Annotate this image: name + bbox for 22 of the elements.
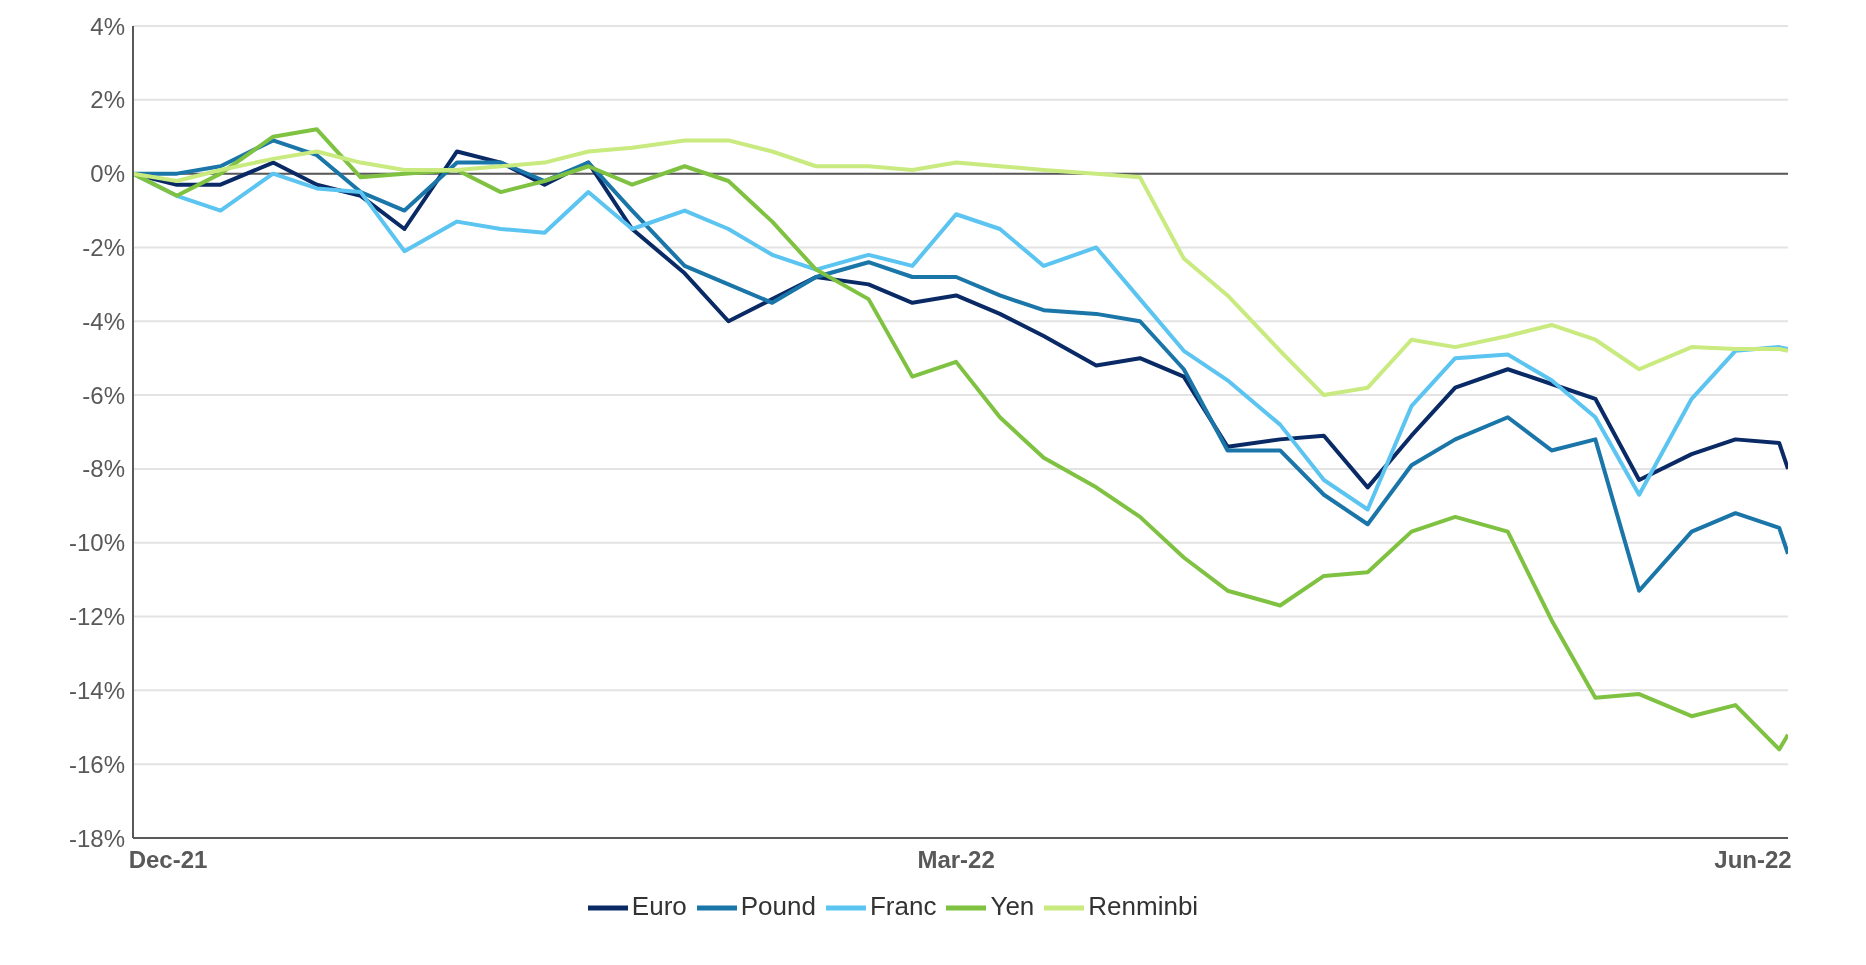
y-tick-label: 2%	[90, 86, 125, 114]
y-tick-label: -10%	[68, 529, 125, 557]
y-tick-label: -4%	[82, 307, 125, 335]
legend-label: Franc	[869, 890, 937, 921]
x-tick-label: Mar-22	[917, 846, 995, 873]
legend-label: Renminbi	[1088, 890, 1199, 921]
y-tick-label: -16%	[68, 750, 125, 778]
x-tick-label: Jun-22	[1714, 846, 1792, 873]
line-series	[133, 138, 1788, 398]
y-tick-label: -18%	[68, 824, 125, 852]
legend-label: Euro	[631, 890, 687, 921]
legend-label: Yen	[990, 890, 1035, 921]
y-tick-label: 0%	[90, 160, 125, 188]
line-series	[133, 127, 1788, 752]
legend-label: Pound	[740, 890, 816, 921]
y-tick-label: -8%	[82, 455, 125, 483]
y-tick-label: -6%	[82, 381, 125, 409]
y-tick-label: -12%	[68, 603, 125, 631]
x-tick-label: Dec-21	[128, 846, 208, 873]
y-tick-label: -2%	[82, 233, 125, 261]
y-tick-label: -14%	[68, 676, 125, 704]
y-tick-label: 4%	[90, 12, 125, 40]
